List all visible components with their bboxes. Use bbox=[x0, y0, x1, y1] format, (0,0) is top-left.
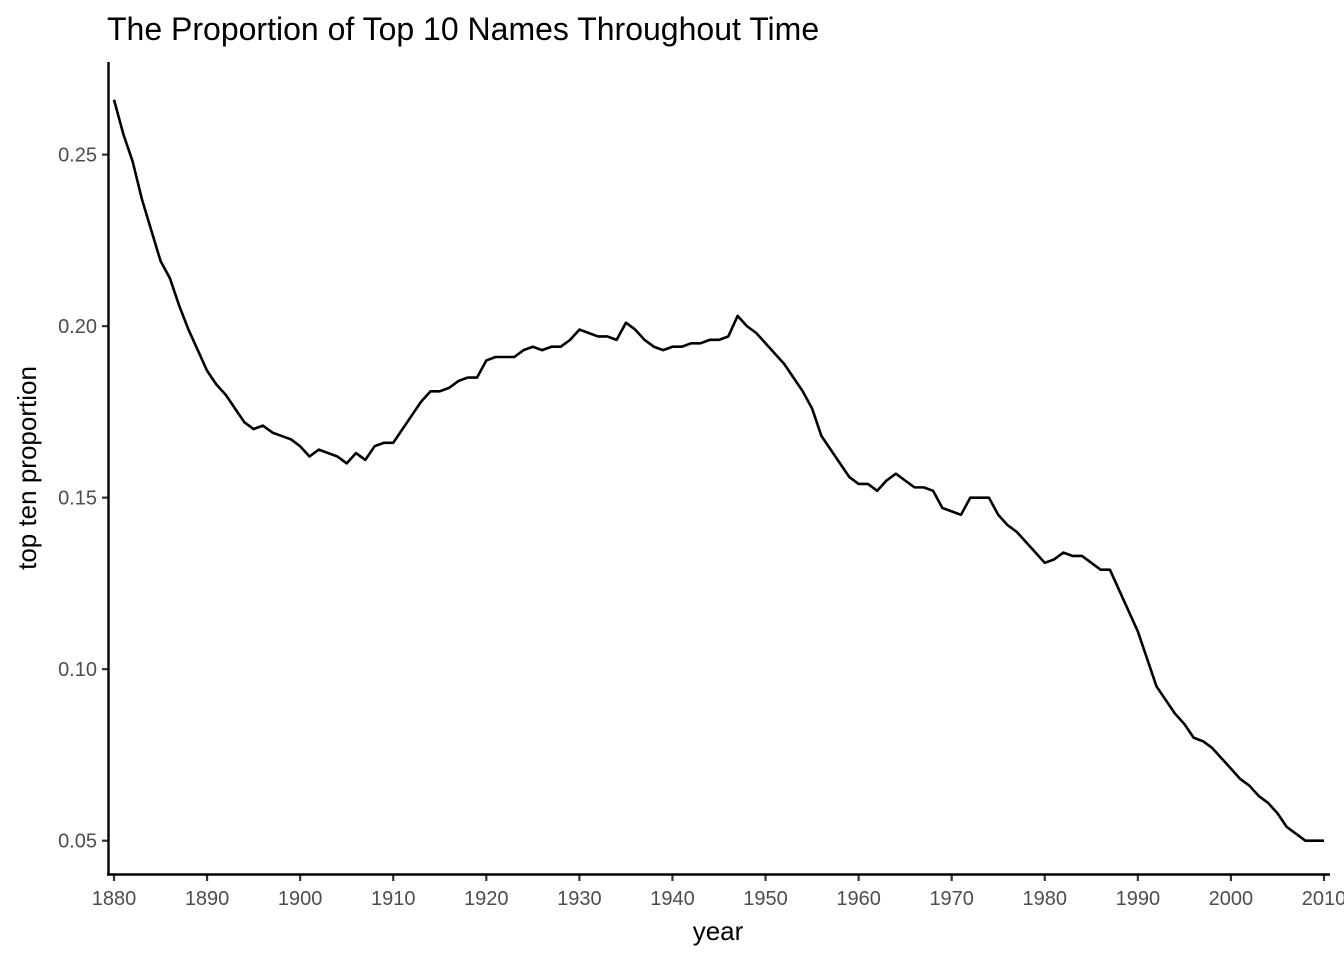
x-tick-label: 2010 bbox=[1302, 888, 1344, 910]
x-axis-ticks: 1880 1890 1900 1910 1920 1930 1940 1950 1960 1970… bbox=[92, 875, 1344, 910]
y-tick-label: 0.10 bbox=[58, 659, 97, 681]
x-tick-label: 1950 bbox=[743, 888, 788, 910]
x-tick-label: 1890 bbox=[185, 888, 230, 910]
y-tick-label: 0.05 bbox=[58, 831, 97, 853]
series-line bbox=[112, 99, 1324, 842]
y-tick-label: 0.15 bbox=[58, 488, 97, 510]
x-tick-label: 1990 bbox=[1116, 888, 1161, 910]
y-tick-label: 0.20 bbox=[58, 316, 97, 338]
y-axis-ticks: 0.05 0.10 0.15 0.20 0.25 bbox=[58, 145, 108, 853]
x-tick-label: 2000 bbox=[1209, 888, 1254, 910]
x-tick-label: 1970 bbox=[929, 888, 974, 910]
x-tick-label: 1960 bbox=[836, 888, 881, 910]
y-axis-label: top ten proportion bbox=[12, 366, 42, 570]
chart-title: The Proportion of Top 10 Names Throughou… bbox=[107, 11, 819, 47]
x-tick-label: 1980 bbox=[1023, 888, 1068, 910]
x-axis-label: year bbox=[693, 916, 744, 946]
x-tick-label: 1900 bbox=[278, 888, 323, 910]
x-tick-label: 1880 bbox=[92, 888, 137, 910]
x-tick-label: 1920 bbox=[464, 888, 509, 910]
y-tick-label: 0.25 bbox=[58, 145, 97, 167]
x-tick-label: 1910 bbox=[371, 888, 416, 910]
x-tick-label: 1930 bbox=[557, 888, 602, 910]
x-tick-label: 1940 bbox=[650, 888, 695, 910]
